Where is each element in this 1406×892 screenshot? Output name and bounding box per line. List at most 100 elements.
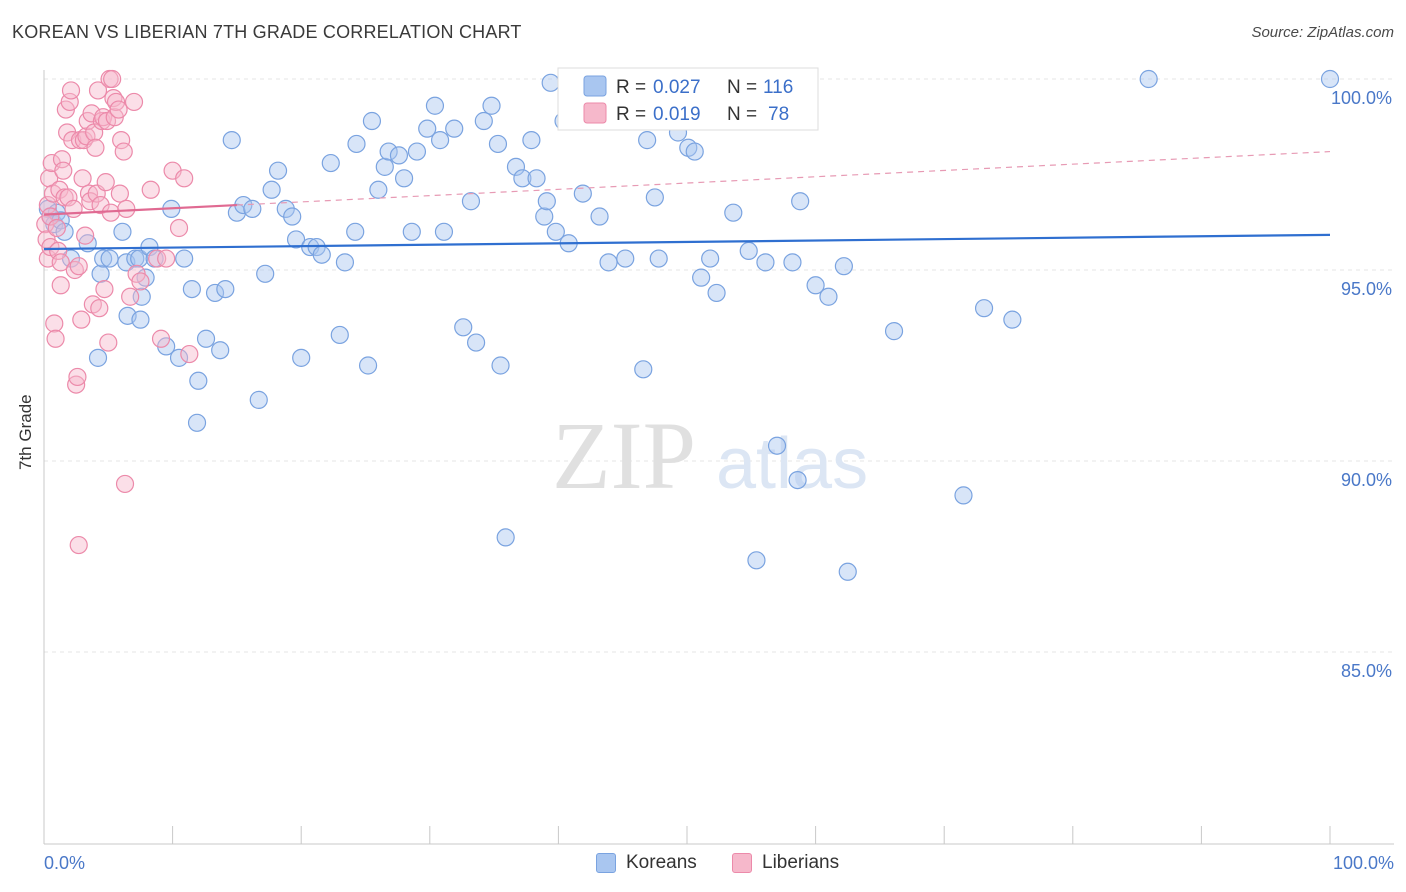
liberian-point [124, 92, 144, 112]
korean-point [884, 322, 904, 341]
liberian-point [180, 344, 199, 364]
korean-point [187, 413, 207, 432]
watermark-atlas: atlas [716, 424, 868, 504]
liberian-point [141, 180, 160, 199]
liberian-point [46, 329, 65, 348]
korean-point [292, 348, 311, 367]
y-tick-label: 95.0% [1341, 279, 1392, 299]
korean-point [535, 207, 554, 226]
korean-point [491, 356, 510, 375]
korean-point [407, 142, 427, 161]
korean-point [286, 230, 306, 249]
grid-lines [44, 78, 1394, 653]
korean-point [791, 192, 810, 211]
korean-point [806, 276, 825, 295]
liberian-point [59, 188, 78, 207]
liberian-point [47, 218, 66, 238]
liberian-point [51, 253, 70, 272]
korean-point [91, 264, 110, 283]
korean-point [330, 325, 349, 345]
korean-point [739, 241, 758, 260]
legend-swatch-liberians [583, 102, 607, 124]
korean-point [834, 257, 853, 276]
korean-point [1003, 310, 1022, 329]
legend-r-value-liberians: 0.019 [653, 104, 701, 125]
legend-label-koreans: Koreans [626, 852, 697, 873]
liberian-point [69, 535, 88, 555]
liberian-point [90, 299, 109, 318]
korean-point [276, 199, 295, 218]
korean-point [375, 157, 394, 176]
liberian-point [86, 138, 105, 157]
x-tick-label-min: 0.0% [44, 853, 85, 873]
korean-point [369, 180, 388, 199]
korean-point [974, 299, 994, 318]
korean-point [701, 249, 720, 268]
liberian-point [81, 192, 100, 211]
liberian-point [109, 100, 128, 119]
x-tick-label-max: 100.0% [1333, 853, 1394, 873]
liberian-point [79, 184, 99, 203]
liberian-point [64, 199, 83, 218]
korean-point [488, 134, 508, 154]
liberian-point [51, 276, 70, 295]
korean-point [113, 222, 132, 241]
korean-point [362, 111, 382, 131]
legend-swatch-koreans [583, 75, 607, 97]
legend-label-liberians: Liberians [762, 852, 840, 873]
legend-n-value-liberians: 78 [768, 104, 789, 125]
korean-point [130, 249, 149, 268]
liberian-point [96, 173, 115, 192]
liberian-point [41, 207, 60, 226]
korean-point [175, 249, 194, 268]
korean-point [262, 180, 281, 199]
korean-point [227, 203, 246, 222]
legend-item-liberians: Liberians [732, 852, 839, 874]
liberian-point [68, 367, 87, 387]
korean-point [347, 134, 366, 154]
legend-swatch-liberians-bottom [732, 853, 752, 873]
korean-point [205, 283, 225, 303]
liberian-point [121, 287, 140, 306]
liberian-point [88, 81, 108, 100]
liberian-point [67, 375, 86, 394]
korean-point [527, 169, 546, 188]
liberian-point [117, 199, 136, 218]
series-koreans [38, 69, 1340, 581]
liberian-point [73, 169, 92, 188]
korean-point [283, 207, 302, 226]
korean-point [379, 142, 398, 161]
liberian-point [101, 203, 120, 222]
korean-point [599, 253, 618, 272]
korean-point [243, 199, 262, 218]
chart-title: KOREAN VS LIBERIAN 7TH GRADE CORRELATION… [12, 22, 522, 42]
korean-point [513, 169, 532, 188]
korean-point [707, 283, 726, 303]
liberian-point [61, 81, 81, 100]
x-axis-ticks [43, 826, 1331, 844]
axes [43, 70, 1394, 845]
liberian-point [45, 314, 64, 333]
legend-r-value-koreans: 0.027 [653, 77, 701, 98]
korean-point [506, 157, 526, 176]
korean-point [616, 249, 635, 268]
y-tick-label: 90.0% [1341, 470, 1392, 490]
korean-point [474, 111, 493, 131]
korean-point [767, 436, 787, 455]
legend-n-value-koreans: 116 [763, 77, 793, 98]
korean-point [1320, 69, 1340, 89]
y-tick-labels: 100.0% 95.0% 90.0% 85.0% [1331, 88, 1392, 681]
liberian-point [99, 333, 118, 352]
korean-point [222, 131, 241, 150]
liberian-point [54, 161, 73, 180]
liberian-point [49, 241, 68, 260]
y-tick-label: 100.0% [1331, 88, 1392, 108]
korean-point [434, 222, 454, 241]
korean-point [783, 253, 802, 272]
liberian-point [103, 69, 122, 89]
korean-point [788, 471, 807, 490]
korean-point [196, 329, 216, 348]
liberian-point [112, 131, 131, 150]
trend-line-koreans [43, 233, 1331, 251]
liberian-point [40, 169, 59, 188]
